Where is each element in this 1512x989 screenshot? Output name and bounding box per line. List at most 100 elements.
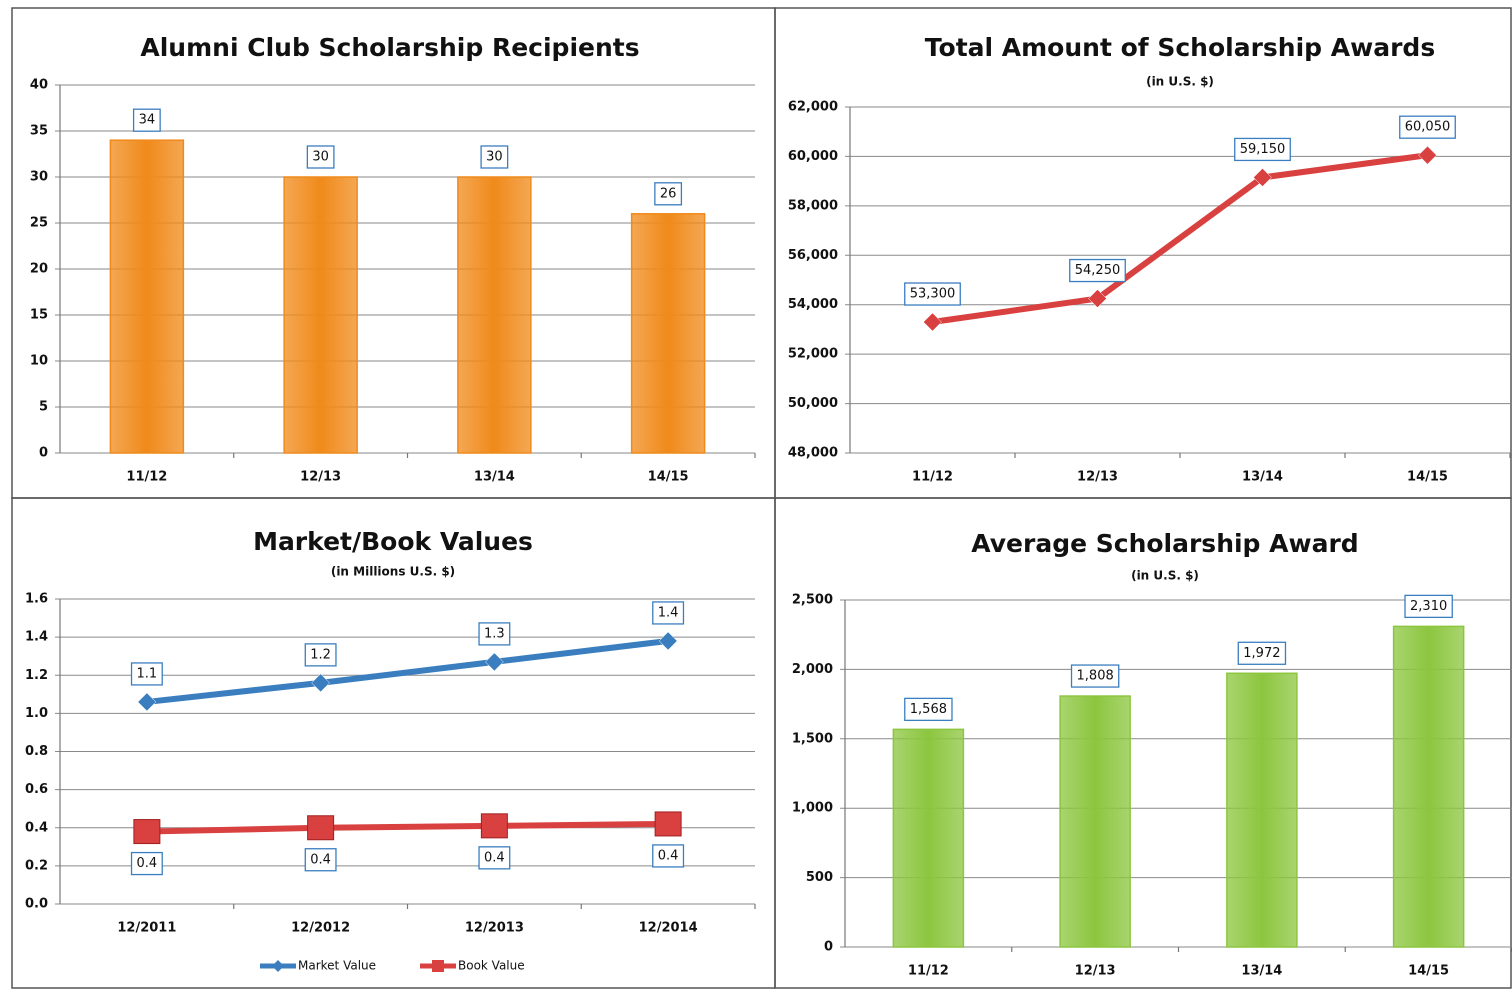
value-label-box (652, 844, 685, 868)
y-tick-label: 0 (824, 940, 833, 955)
y-tick-label: 35 (30, 124, 48, 139)
y-tick-label: 1.0 (25, 706, 48, 721)
value-label: 26 (660, 186, 677, 201)
y-tick-label: 58,000 (788, 198, 838, 213)
y-tick-label: 54,000 (788, 297, 838, 312)
y-tick-label: 25 (30, 216, 48, 231)
value-label: 1.3 (484, 626, 505, 641)
bar (1392, 625, 1465, 948)
value-label-box (1404, 594, 1453, 619)
value-label-box (1070, 664, 1120, 688)
marker (1253, 168, 1272, 187)
value-label-box (1237, 641, 1287, 665)
y-tick-label: 1.6 (25, 592, 48, 607)
y-tick-label: 0.2 (25, 858, 48, 873)
value-label-box (478, 846, 511, 870)
chart-title: Market/Book Values (253, 527, 533, 556)
value-label-box (130, 662, 163, 686)
marker (311, 673, 330, 693)
panel-border (774, 7, 1512, 499)
y-tick-label: 30 (30, 170, 48, 185)
bar (457, 176, 532, 454)
y-tick-label: 15 (30, 308, 48, 323)
bar (283, 176, 358, 454)
x-tick-label: 11/12 (126, 470, 167, 485)
legend-marker (432, 960, 444, 972)
value-label-box (478, 622, 511, 646)
y-tick-label: 1.4 (25, 630, 48, 645)
line (146, 637, 669, 705)
line (932, 152, 1428, 325)
y-tick-label: 60,000 (788, 149, 838, 164)
y-tick-label: 5 (39, 400, 48, 415)
value-label-box (654, 182, 683, 206)
marker (923, 312, 942, 332)
value-label: 0.4 (310, 852, 331, 867)
value-label: 53,300 (910, 287, 956, 302)
value-label-box (130, 851, 163, 876)
value-label-box (306, 145, 335, 169)
x-tick-label: 13/14 (1242, 470, 1283, 485)
value-label-box (652, 601, 685, 625)
value-label: 1,568 (910, 702, 947, 717)
x-tick-label: 11/12 (908, 964, 949, 979)
x-tick-label: 12/13 (1077, 470, 1118, 485)
value-label: 2,310 (1410, 599, 1447, 614)
y-tick-label: 2,500 (792, 593, 833, 608)
marker (658, 631, 678, 651)
value-label-box (1069, 258, 1126, 283)
x-tick-label: 14/15 (648, 470, 689, 485)
y-tick-label: 1.2 (25, 668, 48, 683)
value-label-box (132, 108, 161, 132)
marker (1088, 289, 1107, 308)
x-tick-label: 12/13 (1075, 964, 1116, 979)
value-label: 34 (139, 113, 156, 128)
x-tick-label: 11/12 (912, 470, 953, 485)
value-label: 0.4 (658, 848, 679, 863)
marker (485, 652, 504, 672)
y-tick-label: 0.6 (25, 782, 48, 797)
y-tick-label: 50,000 (788, 396, 838, 411)
y-tick-label: 1,500 (792, 731, 833, 746)
chart-subtitle: (in U.S. $) (1131, 569, 1199, 583)
value-label: 54,250 (1075, 263, 1121, 278)
value-label: 1.4 (658, 605, 679, 620)
x-tick-label: 13/14 (474, 470, 515, 485)
value-label-box (304, 643, 337, 667)
bar (1059, 695, 1131, 948)
value-label: 0.4 (484, 850, 505, 865)
y-tick-label: 48,000 (788, 446, 838, 461)
chart-title: Total Amount of Scholarship Awards (925, 33, 1435, 62)
y-tick-label: 1,000 (792, 801, 833, 816)
chart-subtitle: (in U.S. $) (1146, 75, 1214, 89)
y-tick-label: 0.0 (25, 897, 48, 912)
value-label: 30 (312, 150, 329, 165)
x-tick-label: 12/2012 (291, 921, 350, 936)
value-label-box (1234, 137, 1291, 162)
marker (480, 813, 508, 839)
value-label-box (480, 145, 509, 169)
legend-marker (272, 960, 284, 972)
x-tick-label: 14/15 (1408, 964, 1449, 979)
legend-label: Market Value (298, 959, 376, 973)
value-label: 30 (486, 150, 503, 165)
y-tick-label: 0.8 (25, 744, 48, 759)
chart-title: Alumni Club Scholarship Recipients (140, 33, 639, 62)
value-label: 0.4 (137, 856, 158, 871)
value-label: 1.2 (310, 647, 331, 662)
x-tick-label: 12/2011 (117, 921, 176, 936)
marker (133, 819, 161, 845)
bar (1226, 672, 1298, 948)
value-label: 60,050 (1405, 120, 1451, 135)
y-tick-label: 2,000 (792, 662, 833, 677)
panel-border (774, 497, 1512, 989)
x-tick-label: 12/13 (300, 470, 341, 485)
value-label-box (1399, 115, 1456, 139)
bar (109, 139, 185, 454)
x-tick-label: 12/2014 (639, 921, 698, 936)
y-tick-label: 10 (30, 354, 48, 369)
chart-subtitle: (in Millions U.S. $) (331, 565, 455, 579)
value-label: 1.1 (137, 666, 158, 681)
y-tick-label: 0.4 (25, 820, 48, 835)
